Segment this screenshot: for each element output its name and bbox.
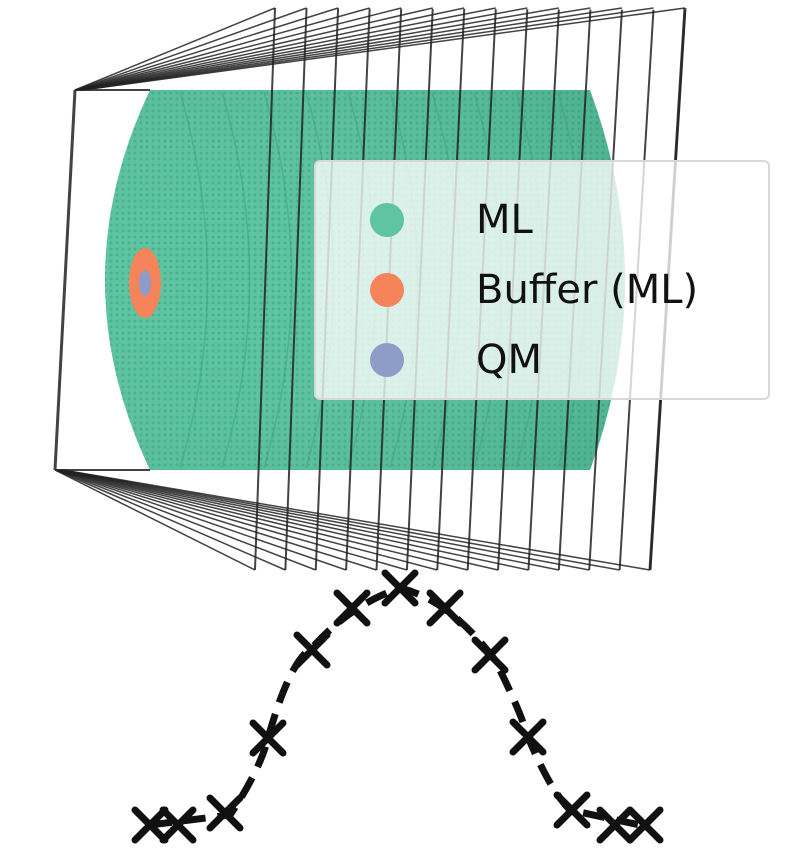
cross-marker-icon <box>131 806 169 844</box>
box-bottom-edge <box>56 469 347 571</box>
box-top-edge <box>79 7 496 91</box>
buffer-marker-icon <box>370 273 404 307</box>
legend-label: QM <box>476 337 542 383</box>
qm-marker-icon <box>370 343 404 377</box>
cross-marker-icon <box>471 636 509 674</box>
box-top-edge <box>79 7 528 91</box>
qm-region <box>139 270 151 296</box>
box-top-edge <box>76 7 339 91</box>
cross-marker-icon <box>333 589 371 627</box>
cylinder-ring <box>179 91 209 469</box>
box-bottom-edge <box>54 469 256 571</box>
box-bottom-edge <box>59 469 499 571</box>
legend-item-ml: ML <box>316 190 768 250</box>
box-top-edge <box>75 7 307 91</box>
cross-marker-icon <box>626 806 664 844</box>
box-top-edge <box>77 7 402 91</box>
box-bottom-edge <box>55 469 317 571</box>
box-top-edge <box>80 7 559 91</box>
cross-marker-icon <box>293 631 331 669</box>
legend-item-qm: QM <box>316 330 768 390</box>
cylinder-ring <box>221 91 251 469</box>
cross-marker-icon <box>206 794 244 832</box>
cross-marker-icon <box>553 791 591 829</box>
pulling-path <box>131 569 664 844</box>
legend-label: ML <box>476 197 533 243</box>
cross-marker-icon <box>249 719 287 757</box>
box-bottom-edge <box>57 469 408 571</box>
cross-marker-icon <box>596 806 634 844</box>
box-bottom-edge <box>60 469 529 571</box>
box-left-edge <box>53 89 77 471</box>
box-slab-edge <box>254 7 276 571</box>
box-bottom-edge <box>62 469 620 571</box>
cross-marker-icon <box>381 569 419 607</box>
box-bottom-edge <box>58 469 438 571</box>
box-slab-edge <box>284 8 308 571</box>
box-top-edge <box>82 7 686 91</box>
box-bottom-edge <box>57 469 377 571</box>
box-top-edge <box>81 7 623 91</box>
box-top-edge <box>74 7 276 91</box>
legend: ML Buffer (ML) QM <box>314 160 770 400</box>
box-top-edge <box>77 7 433 91</box>
box-bottom-edge <box>61 469 590 571</box>
box-bottom-edge <box>55 469 286 571</box>
legend-item-buffer: Buffer (ML) <box>316 260 768 320</box>
cross-marker-icon <box>426 589 464 627</box>
path-markers <box>131 569 664 844</box>
cross-marker-icon <box>159 806 197 844</box>
box-bottom-edge <box>62 469 651 571</box>
box-top-edge <box>76 7 370 91</box>
ml-marker-icon <box>370 203 404 237</box>
cylinder-ring <box>263 91 293 469</box>
box-bottom-edge <box>61 469 559 571</box>
cross-marker-icon <box>509 718 547 756</box>
box-bottom-edge <box>59 469 468 571</box>
legend-label: Buffer (ML) <box>476 267 699 313</box>
